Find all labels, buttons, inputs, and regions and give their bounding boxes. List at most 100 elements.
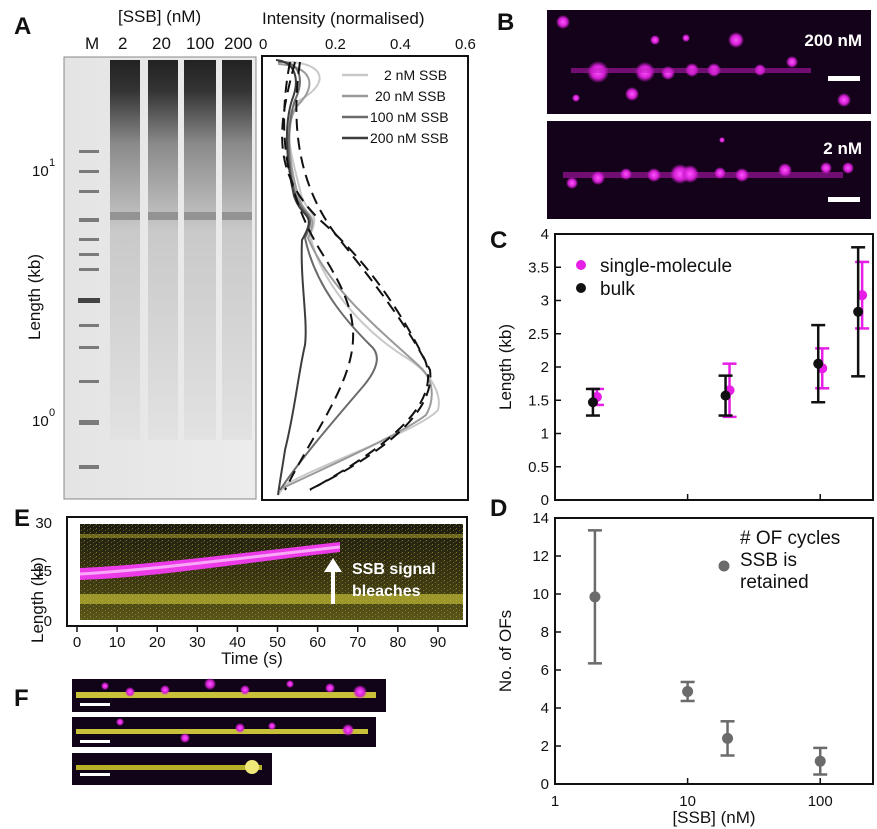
gel-lane-label: 200 [224,34,252,53]
data-point [585,387,600,417]
legend-marker [576,283,586,293]
x-tick-label: 70 [349,634,366,651]
y-tick-label: 1 [541,426,549,443]
chart-c-yticks: 0 0.5 1 1.5 2 2.5 3 3.5 4 [528,226,821,509]
y-tick-label: 3 [541,293,549,310]
kymo-ytick: 15 [35,563,52,580]
chart-d-ticks: 0 2 4 6 8 10 12 14 1 10 100 [532,510,832,810]
data-point [811,323,826,404]
profile-legend: 2 nM SSB 20 nM SSB 100 nM SSB 200 nM SSB [342,67,449,146]
kymo-annotation: SSB signal [352,561,436,578]
gel-ytick-10-1: 10 [32,163,49,180]
kymo-panel: Length (kb) 30 15 0 SSB signal bleaches … [28,515,468,668]
point-marker [587,397,598,408]
f-images [72,678,386,785]
y-tick-label: 14 [532,510,549,527]
kymo-xlabel: Time (s) [221,649,283,668]
legend-label: 20 nM SSB [375,88,446,104]
gel-title: [SSB] (nM) [118,7,201,26]
panel-label-f: F [14,685,29,712]
x-tick-label: 40 [229,634,246,651]
chart-c-marks [585,246,870,419]
b-bottom-label: 2 nM [823,139,862,158]
legend-marker [718,560,730,572]
profile-fit-line [295,61,432,493]
gel-lane-smear [148,60,178,440]
profile-fit-line [283,61,355,491]
legend-marker [576,260,586,270]
profile-xlabel: Intensity (normalised) [262,9,425,28]
y-tick-label: 0 [541,492,549,509]
chart-c-ylabel: Length (kb) [496,324,515,410]
legend-label: 2 nM SSB [384,67,447,83]
y-tick-label: 2.5 [528,326,549,343]
data-point [720,720,735,757]
legend-line: retained [740,572,809,593]
profile-fit-line [281,61,430,491]
panel-label-c: C [490,227,507,254]
x-tick-label: 1 [551,793,559,810]
x-tick-label: 30 [189,634,206,651]
scale-bar [828,76,860,81]
profile-xtick: 0.6 [455,36,476,53]
gel-ylabel: Length (kb) [25,254,44,340]
point-marker [814,755,826,767]
gel-lane-smear [222,60,252,440]
profile-xtick: 0.4 [390,36,411,53]
x-tick-label: 60 [309,634,326,651]
x-tick-label: 100 [808,793,833,810]
y-tick-label: 1.5 [528,392,549,409]
gel-lane-smear [110,60,140,440]
b-image-bottom: 2 nM [547,121,871,219]
legend-label: 100 nM SSB [370,109,449,125]
gel-lane-label: M [85,34,99,53]
kymo-annotation: bleaches [352,583,421,600]
b-bottom-image [547,121,871,219]
panel-label-d: D [490,495,507,522]
profile-fit-lines [281,61,432,493]
x-tick-label: 80 [389,634,406,651]
legend-line: SSB is [740,550,797,571]
gel-lane-label: 2 [118,34,127,53]
y-tick-label: 2 [541,738,549,755]
gel-ytick-exp: 0 [49,407,55,419]
legend-label: bulk [600,279,635,300]
profile-panel: Intensity (normalised) 0 0.2 0.4 0.6 2 n… [259,9,476,501]
y-tick-label: 0 [541,776,549,793]
profile-xtick: 0 [259,36,267,53]
y-tick-label: 0.5 [528,459,549,476]
point-marker [720,390,731,401]
gel-lane-label: 20 [152,34,171,53]
data-point [851,246,866,378]
scale-bar [828,197,860,202]
y-tick-label: 6 [541,662,549,679]
x-tick-label: 90 [430,634,447,651]
data-point [718,374,733,417]
legend-line: # OF cycles [740,528,840,549]
data-point [587,529,602,665]
kymo-xticks: 0 10 20 30 40 50 60 70 80 90 [73,626,446,651]
x-tick-label: 10 [109,634,126,651]
profile-curve-200nm [275,59,310,496]
b-image-top: 200 nM [547,10,871,114]
profile-curve-20nm [277,63,433,489]
b-top-label: 200 nM [804,31,862,50]
gel-ytick-10-0: 10 [32,413,49,430]
legend-label: single-molecule [600,256,732,277]
gel-lane-smear [184,60,216,440]
panel-label-a: A [14,13,31,40]
point-marker [813,358,824,369]
data-point [813,746,828,776]
b-bottom-spots [566,137,854,189]
y-tick-label: 3.5 [528,259,549,276]
kymo-ytick: 0 [44,613,52,630]
kymo-ylabel: Length (kb) [28,557,47,643]
kymo-ytick: 30 [35,515,52,532]
gel-lane-label: 100 [186,34,214,53]
point-marker [722,732,734,744]
y-tick-label: 2 [541,359,549,376]
chart-d-ylabel: No. of OFs [496,610,515,692]
chart-d-xlabel: [SSB] (nM) [672,808,755,827]
